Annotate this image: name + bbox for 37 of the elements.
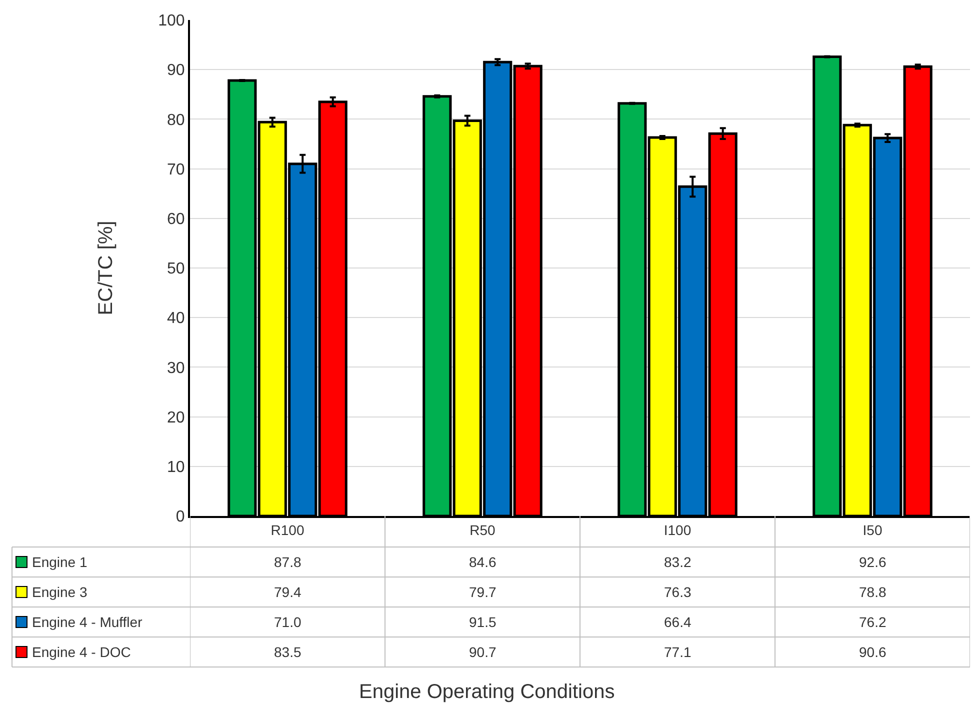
y-tick-label: 80: [167, 112, 185, 129]
y-tick-label: 70: [167, 161, 185, 178]
y-tick-label: 20: [167, 409, 185, 426]
x-tick-label: R100: [270, 522, 304, 538]
data-label: 66.4: [664, 614, 692, 630]
data-label: 84.6: [469, 554, 496, 570]
data-label: 90.6: [859, 644, 886, 660]
x-tick-label: R50: [470, 522, 496, 538]
text: Engine Operating Conditions: [359, 681, 615, 703]
y-tick-label: 30: [167, 360, 185, 377]
x-tick-label: I100: [664, 522, 692, 538]
y-axis-title: EC/TC [%]: [95, 220, 118, 316]
legend-label: Engine 4 - DOC: [32, 644, 131, 660]
legend-label: Engine 1: [32, 554, 88, 570]
data-label: 87.8: [274, 554, 302, 570]
y-tick-label: 90: [167, 62, 185, 80]
data-label: 91.5: [469, 614, 496, 630]
data-label: 78.8: [859, 584, 886, 600]
data-label: 76.3: [664, 584, 692, 600]
y-tick-label: 10: [167, 459, 185, 476]
data-label: 83.5: [274, 644, 302, 660]
data-label: 83.2: [664, 554, 692, 570]
y-tick-label: 0: [176, 508, 185, 526]
data-label: 79.7: [469, 584, 496, 600]
data-label: 79.4: [274, 584, 302, 600]
y-tick-label: 100: [158, 12, 185, 30]
y-tick-label: 40: [167, 310, 185, 328]
data-label: 71.0: [274, 614, 302, 630]
x-tick-label: I50: [862, 522, 882, 538]
data-label: 90.7: [469, 644, 496, 660]
data-label: 76.2: [859, 614, 886, 630]
data-label: 77.1: [664, 644, 692, 660]
y-tick-label: 50: [167, 260, 185, 278]
data-label: 92.6: [859, 554, 886, 570]
y-tick-label: 60: [167, 211, 185, 228]
legend-label: Engine 4 - Muffler: [32, 614, 143, 630]
legend-label: Engine 3: [32, 584, 88, 600]
